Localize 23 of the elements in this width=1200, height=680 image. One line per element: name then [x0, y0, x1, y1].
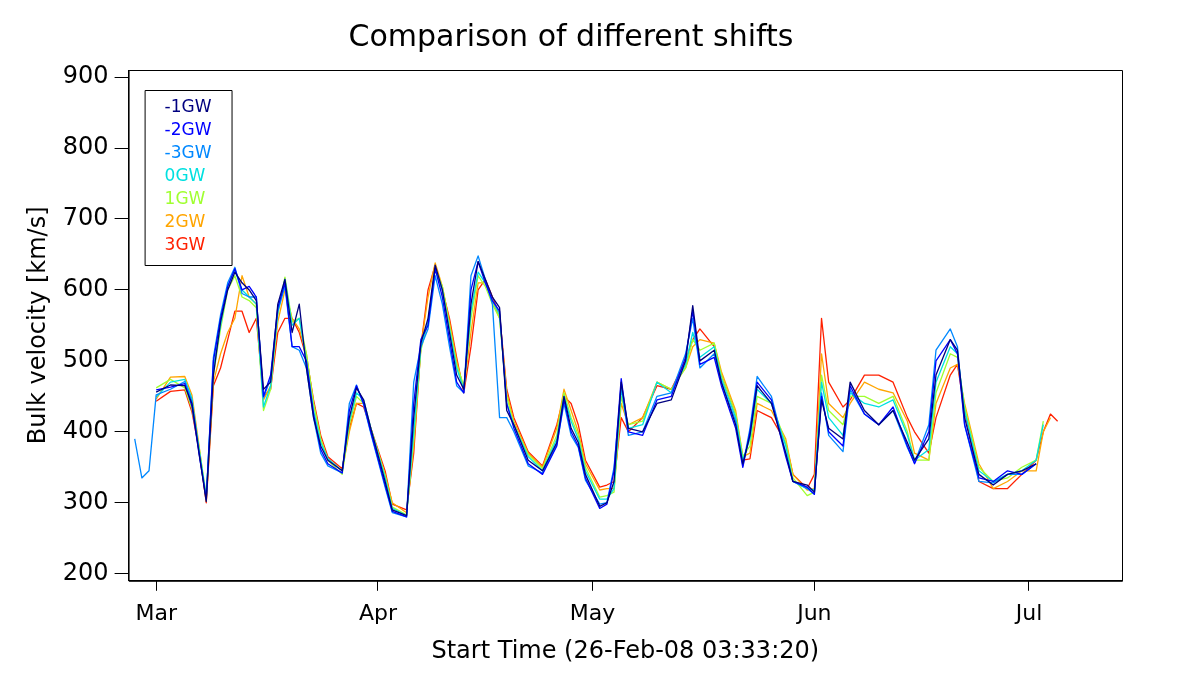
- y-tick-label: 800: [62, 132, 109, 161]
- text: -1GW: [164, 96, 212, 117]
- text: 0GW: [164, 165, 206, 186]
- y-tick-label: 300: [62, 487, 109, 515]
- y-axis-title: Bulk velocity [km/s]: [22, 206, 51, 445]
- x-tick-label: Jun: [795, 599, 832, 625]
- text: 2GW: [164, 211, 206, 232]
- x-tick-label: Apr: [358, 599, 398, 625]
- x-tick-label: May: [569, 599, 616, 625]
- text: 3GW: [164, 234, 206, 255]
- text: -2GW: [164, 119, 212, 140]
- chart-title: Comparison of different shifts: [348, 17, 794, 53]
- text: 1GW: [164, 188, 206, 209]
- x-tick-label: Mar: [135, 599, 178, 625]
- y-tick-label: 600: [62, 274, 109, 303]
- y-tick-label: 200: [62, 557, 109, 586]
- y-tick-label: 400: [62, 416, 109, 445]
- y-tick-label: 500: [62, 345, 109, 374]
- y-tick-label: 700: [62, 203, 109, 232]
- text: -3GW: [164, 142, 212, 163]
- x-tick-label: Jul: [1013, 599, 1043, 625]
- y-tick-label: 900: [62, 61, 109, 90]
- x-axis-title: Start Time (26-Feb-08 03:33:20): [431, 635, 820, 664]
